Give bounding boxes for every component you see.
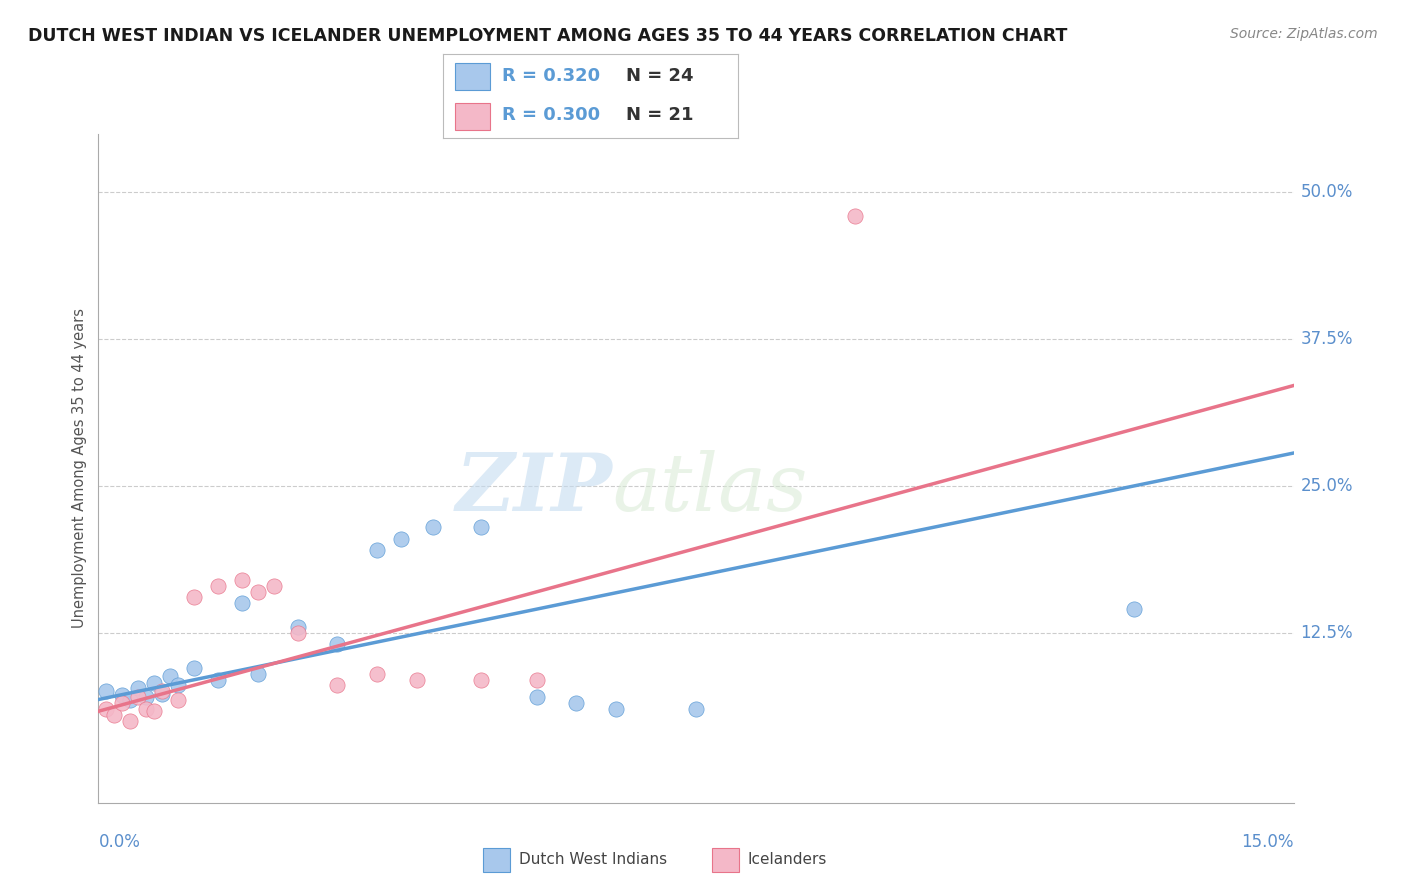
Point: [167, 678, 190, 692]
Point: [96, 684, 118, 698]
Point: [207, 579, 229, 593]
Point: [389, 532, 412, 546]
Point: [127, 681, 149, 695]
Point: [422, 520, 444, 534]
Point: [103, 707, 125, 722]
Point: [470, 520, 492, 534]
Point: [685, 702, 707, 716]
Point: [1123, 602, 1146, 616]
Point: [135, 690, 157, 705]
Text: 25.0%: 25.0%: [1301, 477, 1353, 495]
Point: [96, 702, 118, 716]
Point: [326, 678, 349, 692]
Point: [287, 625, 309, 640]
Point: [526, 673, 548, 687]
Point: [159, 669, 181, 683]
FancyBboxPatch shape: [711, 848, 740, 871]
Point: [120, 692, 142, 706]
Point: [143, 676, 166, 690]
Text: DUTCH WEST INDIAN VS ICELANDER UNEMPLOYMENT AMONG AGES 35 TO 44 YEARS CORRELATIO: DUTCH WEST INDIAN VS ICELANDER UNEMPLOYM…: [28, 27, 1067, 45]
Text: 15.0%: 15.0%: [1241, 833, 1294, 851]
Point: [844, 209, 866, 223]
Point: [111, 688, 134, 702]
Point: [231, 596, 253, 610]
Point: [366, 666, 388, 681]
Point: [565, 696, 588, 710]
Point: [120, 714, 142, 728]
Text: R = 0.320: R = 0.320: [502, 68, 600, 86]
Point: [127, 690, 149, 705]
FancyBboxPatch shape: [454, 62, 491, 90]
Text: ZIP: ZIP: [456, 450, 612, 527]
Point: [366, 543, 388, 558]
Point: [246, 584, 269, 599]
Text: 50.0%: 50.0%: [1301, 184, 1353, 202]
Text: Source: ZipAtlas.com: Source: ZipAtlas.com: [1230, 27, 1378, 41]
Point: [326, 637, 349, 651]
Point: [526, 690, 548, 705]
Point: [605, 702, 627, 716]
Text: N = 21: N = 21: [626, 106, 693, 124]
Point: [135, 702, 157, 716]
Point: [183, 591, 205, 605]
Point: [150, 687, 173, 701]
Point: [470, 673, 492, 687]
Point: [183, 661, 205, 675]
Point: [246, 666, 269, 681]
Point: [207, 673, 229, 687]
Point: [231, 573, 253, 587]
FancyBboxPatch shape: [454, 103, 491, 130]
Point: [167, 692, 190, 706]
Text: Icelanders: Icelanders: [748, 853, 827, 867]
Point: [263, 579, 285, 593]
Text: R = 0.300: R = 0.300: [502, 106, 600, 124]
Point: [406, 673, 429, 687]
FancyBboxPatch shape: [482, 848, 509, 871]
Text: N = 24: N = 24: [626, 68, 693, 86]
Point: [111, 696, 134, 710]
Text: 37.5%: 37.5%: [1301, 330, 1353, 348]
Text: 0.0%: 0.0%: [98, 833, 141, 851]
Point: [287, 620, 309, 634]
Text: atlas: atlas: [612, 450, 807, 527]
Point: [143, 704, 166, 718]
Text: Dutch West Indians: Dutch West Indians: [519, 853, 666, 867]
Text: 12.5%: 12.5%: [1301, 624, 1353, 641]
Point: [150, 684, 173, 698]
Y-axis label: Unemployment Among Ages 35 to 44 years: Unemployment Among Ages 35 to 44 years: [72, 309, 87, 628]
